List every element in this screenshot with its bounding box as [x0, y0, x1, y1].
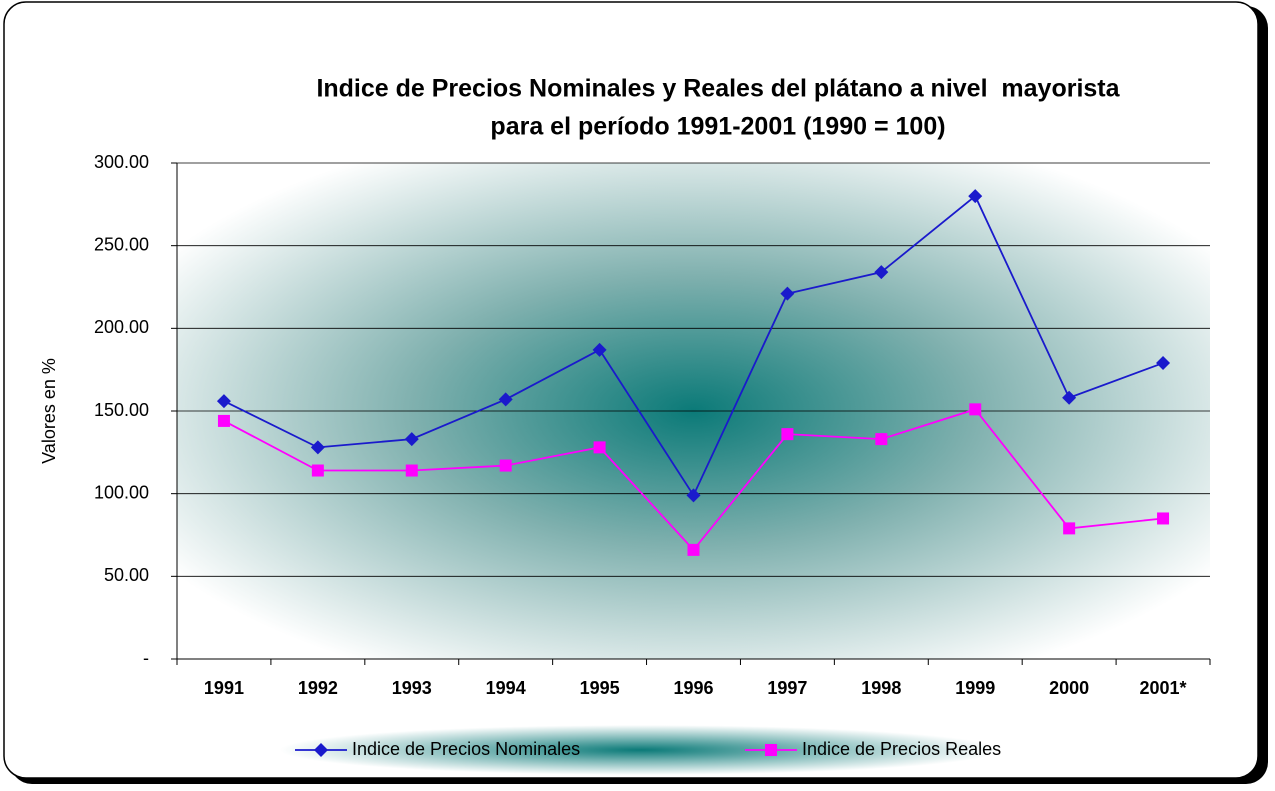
data-point	[310, 440, 325, 455]
data-point	[404, 432, 419, 447]
x-tick-label: 2000	[1049, 678, 1089, 698]
data-point	[498, 392, 513, 407]
x-tick-label: 1992	[298, 678, 338, 698]
y-axis-label: Valores en %	[39, 358, 59, 464]
x-tick-label: 1993	[392, 678, 432, 698]
data-point	[1157, 512, 1170, 525]
data-point	[1062, 390, 1077, 405]
data-point	[780, 286, 795, 301]
data-point	[405, 464, 418, 477]
x-tick-label: 1999	[955, 678, 995, 698]
data-point	[593, 441, 606, 454]
x-tick-label: 1994	[486, 678, 526, 698]
data-point	[874, 265, 889, 280]
y-tick-label: -	[143, 648, 149, 668]
chart-title: Indice de Precios Nominales y Reales del…	[316, 75, 1120, 103]
x-tick-label: 1997	[767, 678, 807, 698]
y-tick-label: 100.00	[94, 482, 149, 502]
chart-title: para el período 1991-2001 (1990 = 100)	[490, 113, 945, 141]
legend-box	[280, 725, 1000, 775]
legend-label: Indice de Precios Reales	[802, 739, 1001, 759]
data-point	[499, 459, 512, 472]
legend-marker	[314, 743, 328, 757]
data-point	[781, 428, 794, 441]
y-tick-label: 250.00	[94, 234, 149, 254]
y-tick-label: 300.00	[94, 152, 149, 172]
x-tick-label: 1996	[673, 678, 713, 698]
x-tick-label: 2001*	[1140, 678, 1187, 698]
data-point	[969, 403, 982, 416]
x-tick-label: 1991	[204, 678, 244, 698]
y-tick-label: 50.00	[104, 565, 149, 585]
data-point	[687, 543, 700, 556]
x-tick-label: 1995	[580, 678, 620, 698]
data-point	[875, 433, 888, 446]
data-point	[216, 394, 231, 409]
data-point	[968, 189, 983, 204]
x-tick-label: 1998	[861, 678, 901, 698]
data-point	[217, 414, 230, 427]
data-point	[311, 464, 324, 477]
legend-marker	[765, 744, 777, 756]
data-point	[1063, 522, 1076, 535]
data-point	[1156, 356, 1171, 371]
data-point	[686, 488, 701, 503]
data-point	[592, 342, 607, 357]
legend-label: Indice de Precios Nominales	[352, 739, 580, 759]
y-tick-label: 150.00	[94, 400, 149, 420]
y-tick-label: 200.00	[94, 317, 149, 337]
